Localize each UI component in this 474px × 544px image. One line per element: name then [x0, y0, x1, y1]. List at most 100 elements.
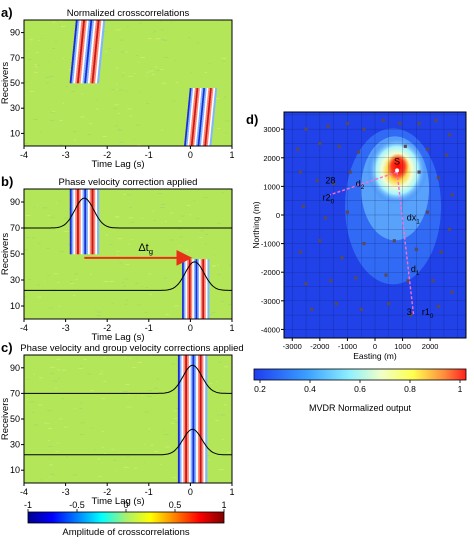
wave-stripe	[190, 392, 193, 398]
wave-stripe	[89, 191, 92, 195]
wave-stripe	[77, 213, 80, 217]
wave-stripe	[181, 355, 184, 361]
wave-stripe	[197, 467, 201, 473]
wave-stripe	[69, 213, 72, 217]
wave-stripe	[194, 121, 197, 125]
wave-stripe	[209, 107, 212, 111]
wave-stripe	[75, 43, 78, 47]
wave-stripe	[190, 269, 193, 272]
wave-stripe	[78, 229, 81, 233]
wave-stripe	[208, 133, 211, 137]
wave-stripe	[185, 276, 188, 280]
wave-stripe	[193, 264, 196, 267]
wave-stripe	[187, 435, 190, 441]
wave-stripe	[208, 107, 211, 111]
wave-stripe	[193, 104, 196, 108]
wave-stripe	[86, 75, 89, 79]
wave-stripe	[193, 121, 196, 125]
wave-stripe	[177, 419, 181, 425]
wave-stripe	[69, 235, 72, 239]
noise	[111, 302, 114, 304]
wave-stripe	[73, 46, 76, 50]
receiver-marker	[447, 133, 452, 137]
wave-stripe	[97, 245, 100, 249]
wave-stripe	[212, 100, 215, 103]
wave-stripe	[88, 54, 91, 58]
wave-stripe	[185, 296, 188, 300]
wave-stripe	[209, 88, 212, 91]
wave-stripe	[181, 429, 184, 436]
wave-stripe	[87, 207, 91, 211]
wave-stripe	[91, 237, 94, 241]
wave-stripe	[181, 365, 184, 372]
noise	[216, 128, 221, 130]
noise	[186, 107, 189, 109]
wave-stripe	[205, 269, 208, 272]
wave-stripe	[95, 229, 98, 233]
wave-stripe	[199, 451, 202, 457]
noise	[95, 108, 100, 110]
wave-stripe	[75, 194, 78, 198]
wave-stripe	[205, 119, 208, 123]
receiver-marker	[315, 179, 319, 183]
noise	[217, 414, 219, 416]
wave-stripe	[69, 80, 72, 84]
wave-stripe	[78, 43, 81, 47]
noise	[117, 113, 121, 114]
wave-stripe	[102, 27, 105, 31]
wave-stripe	[204, 90, 207, 94]
noise	[53, 228, 57, 230]
wave-stripe	[84, 229, 87, 233]
noise	[149, 294, 153, 296]
wave-stripe	[89, 243, 92, 247]
wave-stripe	[88, 56, 91, 60]
noise	[63, 231, 69, 232]
wave-stripe	[201, 126, 204, 130]
noise	[218, 361, 222, 363]
wave-stripe	[190, 376, 193, 382]
wave-stripe	[87, 218, 91, 222]
wave-stripe	[197, 109, 200, 113]
noise	[219, 469, 224, 470]
wave-stripe	[188, 314, 191, 317]
noise	[223, 84, 225, 86]
wave-stripe	[190, 284, 193, 287]
wave-stripe	[74, 54, 77, 58]
wave-stripe	[181, 472, 184, 478]
receiver-marker	[345, 210, 350, 214]
noise	[60, 398, 65, 399]
wave-stripe	[197, 445, 201, 452]
wave-stripe	[205, 274, 208, 277]
wave-stripe	[205, 271, 208, 275]
wave-stripe	[191, 119, 194, 123]
wave-stripe	[82, 207, 85, 211]
noise	[46, 248, 50, 250]
noise	[148, 428, 151, 430]
wave-stripe	[86, 202, 89, 206]
wave-stripe	[187, 131, 190, 135]
wave-stripe	[185, 440, 188, 446]
wave-stripe	[198, 301, 201, 305]
wave-stripe	[204, 266, 207, 270]
noise	[36, 296, 42, 298]
noise	[103, 357, 106, 359]
wave-stripe	[95, 199, 98, 203]
wave-stripe	[91, 202, 94, 206]
wave-stripe	[183, 387, 186, 393]
noise	[216, 381, 218, 382]
wave-stripe	[188, 365, 191, 372]
wave-stripe	[205, 316, 208, 319]
noise	[160, 207, 165, 208]
receiver-marker	[436, 304, 441, 309]
x-tick-label: -1	[145, 150, 153, 160]
wave-stripe	[200, 299, 203, 302]
wave-stripe	[182, 274, 185, 277]
noise	[153, 30, 157, 32]
wave-stripe	[189, 121, 192, 125]
wave-stripe	[203, 100, 206, 103]
wave-stripe	[203, 102, 206, 106]
wave-stripe	[197, 376, 201, 382]
wave-stripe	[207, 264, 210, 267]
noise	[160, 20, 162, 22]
wave-stripe	[197, 266, 200, 270]
